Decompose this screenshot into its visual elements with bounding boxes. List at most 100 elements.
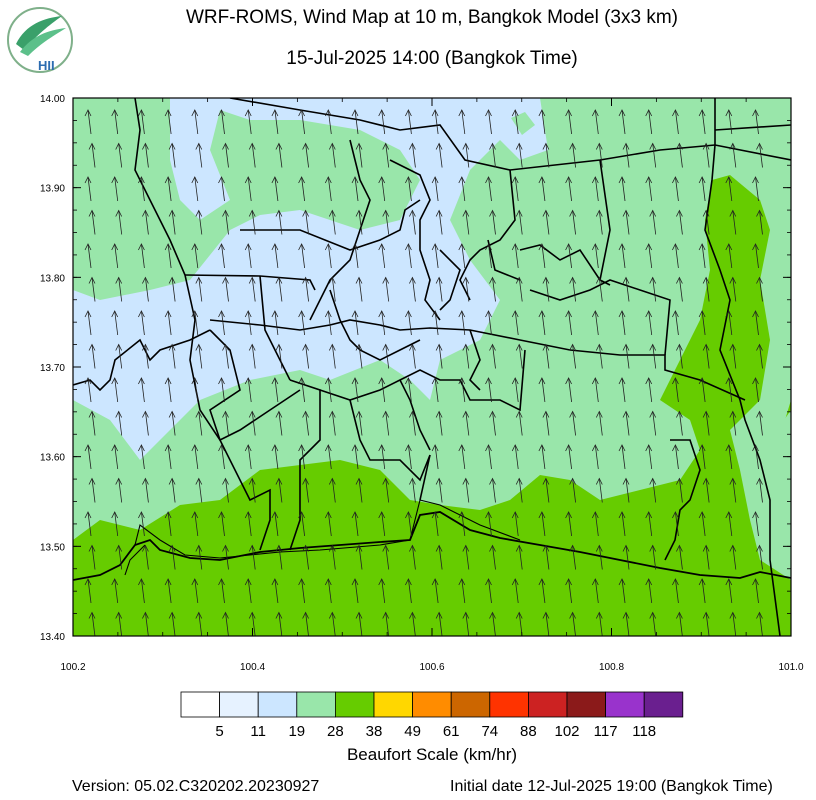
- wind-arrow: [676, 544, 683, 570]
- wind-arrow: [458, 377, 466, 403]
- wind-arrow: [485, 109, 492, 135]
- colorbar-label: 118: [632, 723, 656, 740]
- colorbar-label: 11: [250, 723, 266, 740]
- lat-tick-label: 13.90: [40, 184, 65, 195]
- wind-arrow: [676, 209, 683, 235]
- wind-arrow: [324, 578, 332, 604]
- wind-arrow: [271, 444, 279, 470]
- lon-tick-label: 101.0: [778, 662, 803, 673]
- wind-arrow: [405, 511, 412, 537]
- wind-arrow: [511, 511, 519, 537]
- colorbar-title: Beaufort Scale (km/hr): [347, 745, 517, 764]
- wind-arrow: [382, 544, 390, 570]
- wind-arrow: [431, 511, 439, 537]
- wind-arrow: [351, 444, 359, 470]
- wind-arrow: [462, 142, 470, 168]
- wind-arrow: [542, 410, 550, 436]
- wind-arrow: [591, 243, 599, 269]
- wind-arrow: [618, 444, 626, 470]
- wind-arrow: [324, 377, 332, 403]
- wind-arrow: [355, 276, 363, 302]
- wind-arrow: [565, 511, 572, 537]
- wind-arrow: [698, 578, 706, 604]
- colorbar-swatch: [489, 691, 529, 718]
- wind-arrow: [275, 209, 283, 235]
- wind-arrow: [409, 611, 416, 636]
- wind-arrow: [618, 511, 626, 537]
- wind-arrow: [88, 142, 96, 168]
- wind-arrow: [191, 109, 199, 135]
- wind-arrow: [591, 444, 599, 470]
- wind-arrow: [382, 611, 390, 636]
- wind-arrow: [222, 611, 229, 636]
- wind-arrow: [462, 477, 470, 503]
- wind-arrow: [142, 410, 149, 436]
- wind-arrow: [435, 142, 443, 168]
- wind-arrow: [351, 109, 359, 135]
- wind-arrow: [302, 343, 309, 369]
- wind-arrow: [542, 142, 550, 168]
- wind-arrow: [324, 444, 332, 470]
- wind-arrow: [729, 142, 737, 168]
- wind-arrow: [111, 377, 119, 403]
- wind-arrow: [672, 310, 679, 336]
- wind-arrow: [378, 511, 386, 537]
- wind-arrow: [115, 477, 123, 503]
- wind-arrow: [458, 511, 466, 537]
- wind-arrow: [382, 142, 390, 168]
- wind-arrow: [435, 276, 443, 302]
- colorbar-swatch: [450, 691, 491, 718]
- wind-arrow: [565, 377, 572, 403]
- wind-arrow: [698, 377, 706, 403]
- wind-arrow: [676, 276, 683, 302]
- wind-arrow: [489, 477, 496, 503]
- wind-arrow: [515, 276, 523, 302]
- wind-arrow: [382, 410, 390, 436]
- wind-arrow: [271, 176, 279, 202]
- wind-arrow: [328, 410, 336, 436]
- wind-arrow: [458, 444, 466, 470]
- wind-arrow: [298, 243, 305, 269]
- wind-arrow: [111, 310, 119, 336]
- lat-tick-label: 13.50: [40, 542, 65, 553]
- wind-arrow: [88, 209, 96, 235]
- wind-arrow: [168, 477, 176, 503]
- wind-arrow: [729, 209, 737, 235]
- wind-arrow: [595, 343, 603, 369]
- wind-arrow: [752, 109, 759, 135]
- map-title: WRF-ROMS, Wind Map at 10 m, Bangkok Mode…: [185, 7, 678, 28]
- wind-arrow: [431, 109, 439, 135]
- wind-arrow: [191, 377, 199, 403]
- wind-arrow: [115, 544, 123, 570]
- wind-arrow: [515, 209, 523, 235]
- wind-arrow: [565, 310, 572, 336]
- wind-arrow: [725, 444, 733, 470]
- wind-arrow: [698, 444, 706, 470]
- wind-arrow: [489, 142, 496, 168]
- hii-logo: HII: [7, 7, 73, 73]
- wind-arrow: [698, 243, 706, 269]
- colorbar-swatch: [643, 691, 684, 718]
- wind-arrow: [511, 444, 519, 470]
- wind-arrow: [756, 276, 763, 302]
- wind-arrow: [142, 142, 149, 168]
- wind-arrow: [729, 611, 737, 636]
- wind-arrow: [591, 109, 599, 135]
- wind-arrow: [271, 109, 279, 135]
- wind-arrow: [435, 544, 443, 570]
- wind-arrow: [405, 444, 412, 470]
- wind-arrow: [649, 209, 657, 235]
- wind-arrow: [431, 444, 439, 470]
- wind-arrow: [622, 209, 630, 235]
- wind-arrow: [462, 611, 470, 636]
- wind-arrow: [405, 176, 412, 202]
- wind-arrow: [672, 176, 679, 202]
- wind-arrow: [244, 578, 252, 604]
- wind-arrow: [569, 343, 576, 369]
- wind-arrow: [618, 578, 626, 604]
- wind-arrow: [595, 209, 603, 235]
- wind-arrow: [351, 243, 359, 269]
- wind-arrow: [756, 343, 763, 369]
- wind-arrow: [222, 544, 229, 570]
